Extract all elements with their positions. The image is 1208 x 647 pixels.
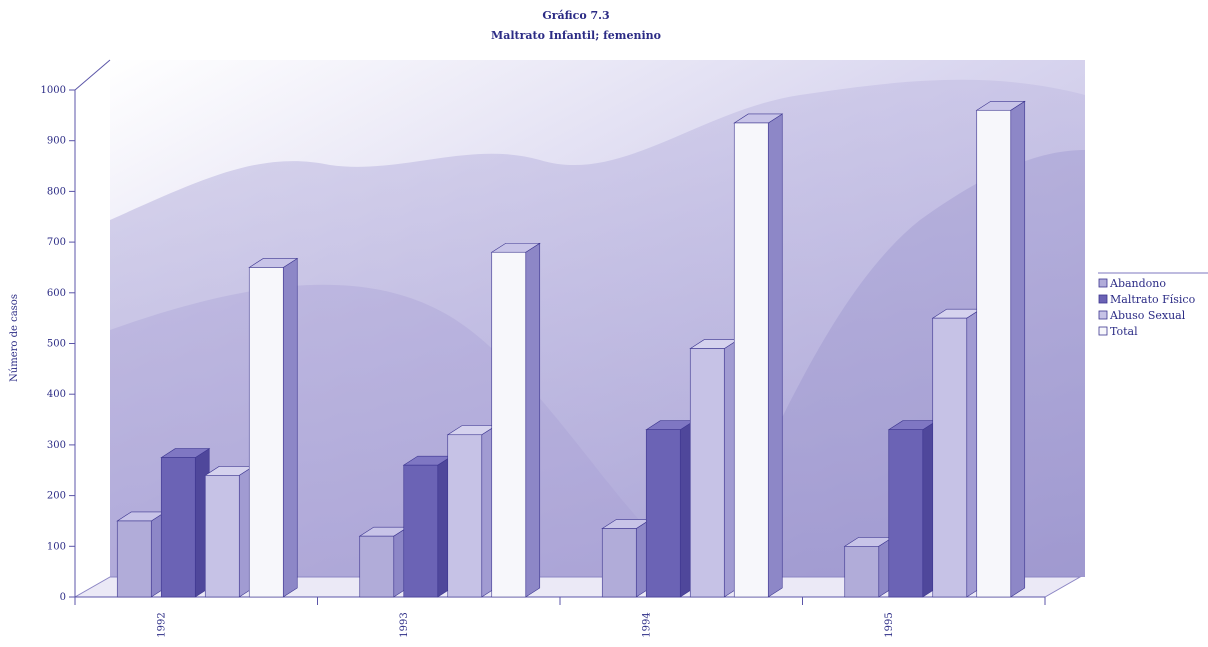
bar-abandono-1995 bbox=[843, 536, 894, 598]
bar-maltrato-f-sico-1995 bbox=[887, 420, 938, 598]
legend-item: Abuso Sexual bbox=[1098, 309, 1186, 322]
legend-label: Total bbox=[1110, 325, 1138, 338]
legend-swatch bbox=[1098, 278, 1108, 288]
legend-swatch bbox=[1098, 310, 1108, 320]
chart-title: Gráfico 7.3 bbox=[542, 9, 609, 22]
bar-total-1993 bbox=[490, 242, 541, 598]
y-ticks: 0 100 200 300 400 500 600 700 800 900 1000 bbox=[41, 85, 75, 603]
bar-total-1994 bbox=[733, 113, 784, 598]
bar-abandono-1994 bbox=[601, 519, 652, 598]
y-tick-label: 200 bbox=[47, 491, 66, 502]
y-tick-label: 400 bbox=[47, 389, 66, 400]
bar-abuso-sexual-1995 bbox=[931, 308, 982, 598]
y-tick-label: 500 bbox=[47, 339, 66, 350]
bar-abuso-sexual-1992 bbox=[204, 465, 255, 598]
x-tick-label: 1993 bbox=[399, 612, 410, 637]
bar-maltrato-f-sico-1994 bbox=[645, 420, 696, 598]
y-tick-label: 300 bbox=[47, 440, 66, 451]
y-tick-label: 900 bbox=[47, 136, 66, 147]
bar-total-1995 bbox=[975, 100, 1026, 598]
x-tick-label: 1992 bbox=[156, 612, 167, 637]
y-tick-label: 700 bbox=[47, 237, 66, 248]
legend-label: Abandono bbox=[1109, 277, 1166, 290]
legend-item: Abandono bbox=[1098, 277, 1166, 290]
legend: Abandono Maltrato Físico Abuso Sexual Total bbox=[1098, 272, 1208, 338]
x-tick-label: 1994 bbox=[641, 612, 652, 637]
legend-swatch bbox=[1098, 326, 1108, 336]
legend-item: Maltrato Físico bbox=[1098, 293, 1196, 306]
bar-maltrato-f-sico-1993 bbox=[402, 455, 453, 598]
y-tick-label: 100 bbox=[47, 541, 66, 552]
y-tick-label: 0 bbox=[60, 592, 66, 603]
legend-label: Maltrato Físico bbox=[1110, 293, 1196, 306]
y-tick-label: 1000 bbox=[41, 85, 66, 96]
bar-abandono-1993 bbox=[358, 526, 409, 598]
x-tick-label: 1995 bbox=[884, 612, 895, 637]
bar-abuso-sexual-1994 bbox=[689, 339, 740, 598]
y-axis-title: Número de casos bbox=[9, 294, 20, 382]
legend-swatch bbox=[1098, 294, 1108, 304]
bars bbox=[116, 100, 1026, 598]
legend-label: Abuso Sexual bbox=[1109, 309, 1186, 322]
bar-abuso-sexual-1993 bbox=[446, 425, 497, 598]
x-ticks: 1992 1993 1994 1995 bbox=[74, 597, 1046, 638]
chart-subtitle: Maltrato Infantil; femenino bbox=[491, 29, 661, 42]
y-tick-label: 800 bbox=[47, 186, 66, 197]
bar-abandono-1992 bbox=[116, 511, 167, 598]
bar-total-1992 bbox=[248, 257, 299, 598]
bar-maltrato-f-sico-1992 bbox=[160, 448, 211, 598]
y-tick-label: 600 bbox=[47, 288, 66, 299]
legend-item: Total bbox=[1098, 325, 1138, 338]
